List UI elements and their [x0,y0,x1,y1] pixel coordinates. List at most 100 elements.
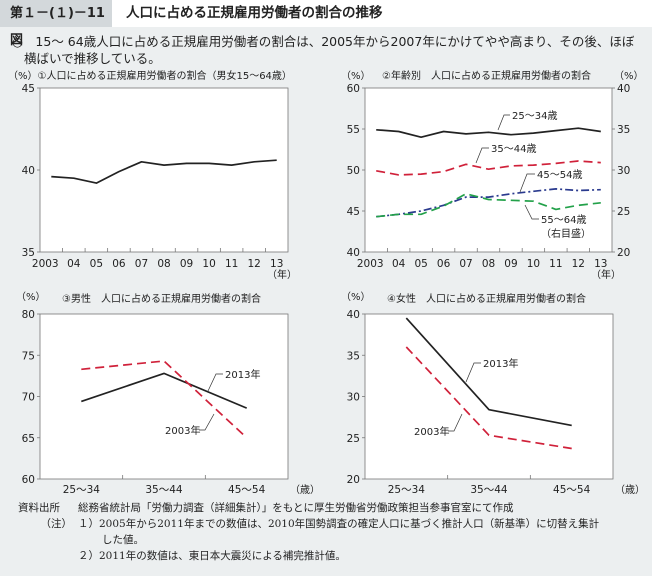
y2-axis-label: （%） [614,70,644,82]
note-1-continued: した値。 [102,534,144,546]
figure-title: 人口に占める正規雇用労働者の割合の推移 [126,5,383,21]
label-2013-male: 2013年 [225,368,260,381]
series-line-1 [405,346,572,450]
y-tick-label: 45 [22,83,35,95]
y2-tick-label: 35 [617,124,630,136]
y-tick-label: 40 [347,247,360,259]
label-25-34: 25～34歳 [512,110,557,122]
y-tick-label: 80 [22,309,35,321]
x-tick-label: 35～44 [470,484,508,496]
summary-text: ○ 15～ 64歳人口に占める正規雇用労働者の割合は、2005年から2007年に… [12,33,642,67]
x-axis-label: （歳） [290,484,320,496]
series-line-3 [376,192,601,218]
charts-canvas: （%）①人口に占める正規雇用労働者の割合（男女15～64歳） 35 40 45 2003… [8,69,645,496]
plot-area [364,313,614,480]
x-tick-label: 04 [67,258,81,270]
label-35-44: 35～44歳 [491,143,536,155]
x-tick-label: 09 [504,258,517,270]
x-tick-label: 04 [392,258,406,270]
source-label: 資料出所 [18,502,60,514]
leader-2003-female [448,413,463,432]
x-tick-label: 45～54 [228,484,266,496]
y-tick-label: 70 [22,392,35,404]
note-2: ２）2011年の数値は、東日本大震災による補完推計値。 [78,550,346,562]
y-axis-label: （%） [341,291,371,303]
x-tick-label: 12 [247,258,260,270]
summary-line-2: 横ばいで推移している。 [24,51,161,66]
x-tick-label: 13 [594,258,607,270]
source-text: 総務省統計局「労働力調査（詳細集計）」をもとに厚生労働省労働政策担当参事官室にて… [78,502,514,514]
leader-45-54 [519,173,535,193]
y-tick-label: 35 [22,247,35,259]
leader-25-34 [497,114,510,131]
plot-area [39,313,289,480]
series-line-0 [81,372,248,409]
x-tick-label: 07 [459,258,472,270]
y2-tick-label: 30 [617,165,630,177]
note-label: （注） [40,518,73,530]
x-tick-label: 2003 [32,258,59,270]
chart-c4: （%） ④女性 人口に占める正規雇用労働者の割合 20 25 30 35 40 25～34 35… [341,291,645,496]
label-2003-male: 2003年 [165,424,200,437]
note-1: １）2005年から2011年までの数値は、2010年国勢調査の確定人口に基づく推… [78,518,600,530]
chart-c3: （%） ③男性 人口に占める正規雇用労働者の割合 60 65 70 75 80 25～34 35… [16,291,320,496]
label-55-64: 55～64歳 [541,214,586,226]
x-tick-label: 2003 [357,258,384,270]
series-line-2 [376,188,601,218]
chart-title: ②年齢別 人口に占める正規雇用労働者の割合 [382,69,591,82]
x-tick-label: 09 [180,258,193,270]
leader-55-64 [524,204,539,220]
x-tick-label: 11 [549,258,562,270]
x-tick-label: 11 [225,258,238,270]
y-tick-label: 75 [22,350,35,362]
figure-number: 第１－(１)－11図 [0,0,112,48]
x-tick-label: 10 [202,258,215,270]
y-tick-label: 40 [22,165,35,177]
x-tick-label: 06 [112,258,126,270]
notes: 資料出所 総務省統計局「労働力調査（詳細集計）」をもとに厚生労働省労働政策担当参… [18,500,599,564]
y-axis-label: （%） [16,291,46,303]
y-tick-label: 55 [347,124,360,136]
y-tick-label: 20 [347,474,360,486]
y2-tick-label: 20 [617,247,630,259]
plot-area [39,87,289,253]
y-tick-label: 60 [347,83,360,95]
y-tick-label: 50 [347,165,360,177]
series-line-1 [376,160,601,176]
y-tick-label: 35 [347,350,360,362]
x-tick-label: 25～34 [63,484,101,496]
chart-title: （%）①人口に占める正規雇用労働者の割合（男女15～64歳） [8,69,292,82]
y2-tick-label: 25 [617,206,630,218]
x-tick-label: 10 [527,258,540,270]
chart-title: ③男性 人口に占める正規雇用労働者の割合 [62,292,261,305]
y-tick-label: 45 [347,206,360,218]
x-axis-label: （年） [591,268,621,281]
summary-line-1: ○ 15～ 64歳人口に占める正規雇用労働者の割合は、2005年から2007年に… [12,34,635,49]
series-line-0 [51,159,277,184]
leader-2003-male [199,413,215,431]
x-tick-label: 08 [482,258,495,270]
x-tick-label: 06 [437,258,451,270]
x-tick-label: 45～54 [553,484,591,496]
label-right-axis: （右目盛） [541,227,591,240]
chart-c2: （%） ②年齢別 人口に占める正規雇用労働者の割合 （%）4045505560202… [341,69,644,281]
leader-2013-male [207,373,223,392]
x-tick-label: 08 [157,258,170,270]
y-tick-label: 25 [347,433,360,445]
y-axis-label: （%） [341,70,371,82]
figure-header: 第１－(１)－11図 人口に占める正規雇用労働者の割合の推移 [0,0,652,48]
leader-35-44 [475,147,489,164]
series-line-1 [81,360,248,439]
y2-tick-label: 40 [617,83,630,95]
x-tick-label: 05 [90,258,103,270]
label-2013-female: 2013年 [483,357,518,370]
chart-title: ④女性 人口に占める正規雇用労働者の割合 [387,292,586,305]
y-tick-label: 30 [347,392,360,404]
x-tick-label: 35～44 [145,484,183,496]
series-line-0 [405,317,572,427]
leader-2013-female [465,362,481,383]
y-tick-label: 40 [347,309,360,321]
chart-c1: （%）①人口に占める正規雇用労働者の割合（男女15～64歳） 35 40 45 2003… [8,69,297,281]
x-tick-label: 12 [572,258,585,270]
x-axis-label: （年） [267,268,297,281]
